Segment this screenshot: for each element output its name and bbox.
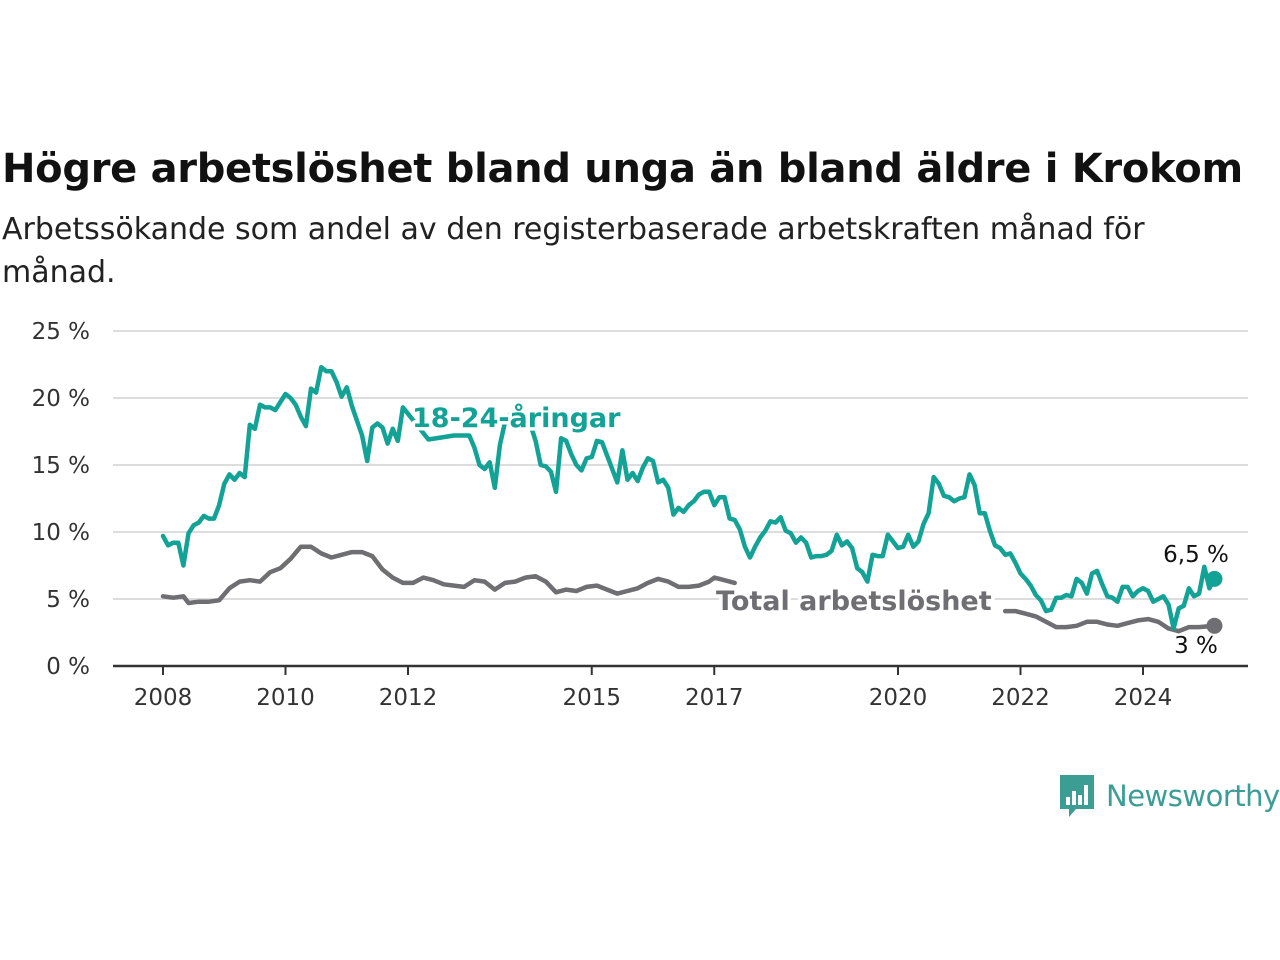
y-tick-label: 25 % [32,319,90,345]
y-tick-label: 10 % [32,520,90,546]
gridlines [113,330,1248,668]
x-tick-label: 2020 [869,685,928,711]
chart-title: Högre arbetslöshet bland unga än bland ä… [2,146,1243,192]
chart-subtitle: Arbetssökande som andel av den registerb… [2,212,1145,290]
brand-logo: Newsworthy [1058,772,1280,820]
x-tick-label: 2015 [562,685,621,711]
series-line-total [160,544,1217,634]
y-tick-label: 15 % [32,453,90,479]
x-tick-label: 2022 [991,685,1050,711]
x-tick-label: 2017 [685,685,744,711]
x-tick-label: 2024 [1114,685,1173,711]
y-tick-label: 5 % [46,587,90,613]
series-lines [160,364,1223,634]
x-axis-tick-labels: 2008 2010 2012 2015 2017 2020 2022 2024 [134,666,1173,711]
series-label-youth: 18-24-åringar [412,402,621,434]
y-tick-label: 0 % [46,654,90,680]
newsworthy-icon [1060,775,1094,817]
x-tick-label: 2008 [134,685,193,711]
brand-name: Newsworthy [1106,779,1280,813]
y-tick-label: 20 % [32,386,90,412]
end-label-total: 3 % [1174,633,1218,659]
x-tick-label: 2010 [256,685,315,711]
end-label-youth: 6,5 % [1163,542,1229,568]
y-axis-tick-labels: 0 % 5 % 10 % 15 % 20 % 25 % [32,319,90,680]
end-point-youth [1206,570,1223,587]
series-labels: 18-24-åringar Total arbetslöshet 6,5 % 3 % [409,399,1229,660]
series-line-youth [160,364,1217,631]
x-tick-label: 2012 [379,685,438,711]
series-label-total: Total arbetslöshet [716,586,992,617]
end-point-total [1206,617,1223,634]
